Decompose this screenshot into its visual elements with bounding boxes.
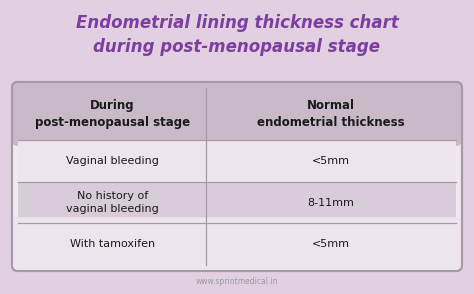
Text: Endometrial lining thickness chart
during post-menopausal stage: Endometrial lining thickness chart durin… <box>75 14 399 56</box>
Text: During
post-menopausal stage: During post-menopausal stage <box>35 99 190 129</box>
Text: www.sprintmedical.in: www.sprintmedical.in <box>196 277 278 286</box>
Bar <box>18 223 456 244</box>
Bar <box>18 140 456 182</box>
Text: Normal
endometrial thickness: Normal endometrial thickness <box>257 99 405 129</box>
Bar <box>18 114 456 140</box>
FancyBboxPatch shape <box>12 217 462 271</box>
Text: With tamoxifen: With tamoxifen <box>70 239 155 249</box>
Text: <5mm: <5mm <box>312 239 350 249</box>
Bar <box>18 182 456 223</box>
Text: 8-11mm: 8-11mm <box>308 198 355 208</box>
FancyBboxPatch shape <box>12 82 462 271</box>
FancyBboxPatch shape <box>12 82 462 146</box>
Text: <5mm: <5mm <box>312 156 350 166</box>
Text: No history of
vaginal bleeding: No history of vaginal bleeding <box>66 191 158 214</box>
Text: Vaginal bleeding: Vaginal bleeding <box>66 156 159 166</box>
